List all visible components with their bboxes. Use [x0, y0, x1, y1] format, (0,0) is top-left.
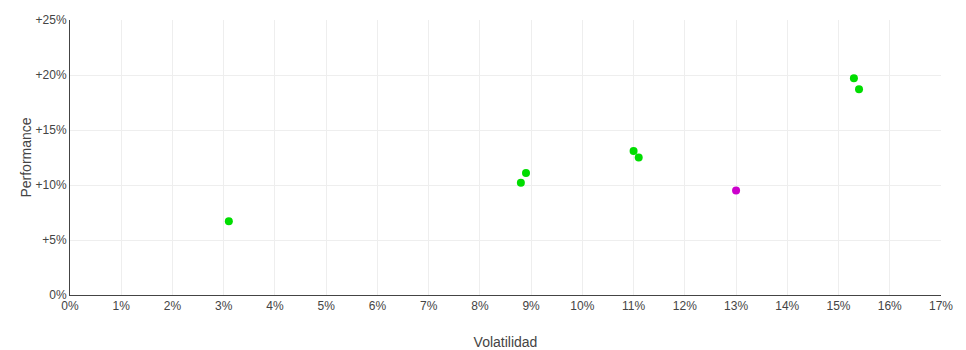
svg-text:0%: 0% [49, 288, 67, 302]
svg-text:3%: 3% [215, 299, 233, 313]
svg-text:14%: 14% [775, 299, 799, 313]
svg-text:13%: 13% [724, 299, 748, 313]
svg-text:10%: 10% [570, 299, 594, 313]
svg-text:7%: 7% [420, 299, 438, 313]
svg-text:12%: 12% [673, 299, 697, 313]
svg-text:+10%: +10% [36, 178, 67, 192]
svg-text:16%: 16% [878, 299, 902, 313]
svg-text:+15%: +15% [36, 123, 67, 137]
svg-text:1%: 1% [113, 299, 131, 313]
svg-text:17%: 17% [929, 299, 953, 313]
svg-text:0%: 0% [61, 299, 79, 313]
svg-text:9%: 9% [522, 299, 540, 313]
svg-text:Performance: Performance [18, 117, 34, 197]
svg-text:5%: 5% [318, 299, 336, 313]
svg-text:6%: 6% [369, 299, 387, 313]
svg-text:+25%: +25% [36, 13, 67, 27]
svg-text:11%: 11% [622, 299, 645, 313]
svg-text:8%: 8% [471, 299, 489, 313]
svg-text:4%: 4% [266, 299, 284, 313]
svg-text:15%: 15% [827, 299, 851, 313]
svg-text:+5%: +5% [42, 233, 67, 247]
svg-text:2%: 2% [164, 299, 182, 313]
svg-text:Volatilidad: Volatilidad [474, 334, 538, 350]
svg-text:+20%: +20% [36, 68, 67, 82]
